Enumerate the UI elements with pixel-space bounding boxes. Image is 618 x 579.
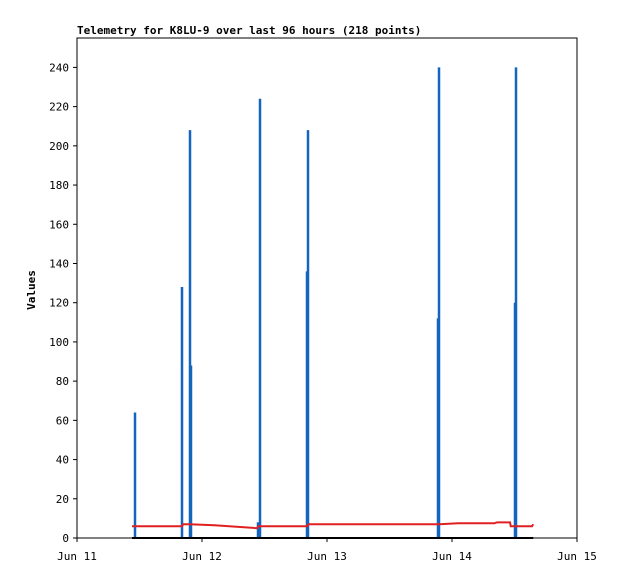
y-tick-label: 0 — [62, 532, 69, 545]
series-line — [132, 521, 535, 530]
y-tick-label: 200 — [49, 140, 69, 153]
x-tick-label: Jun 13 — [307, 550, 347, 563]
y-tick-label: 20 — [56, 493, 69, 506]
y-tick-label: 180 — [49, 179, 69, 192]
y-tick-label: 240 — [49, 61, 69, 74]
y-tick-label: 120 — [49, 297, 69, 310]
x-tick-label: Jun 11 — [57, 550, 97, 563]
y-axis-label: Values — [25, 270, 38, 310]
y-tick-label: 100 — [49, 336, 69, 349]
y-tick-label: 220 — [49, 101, 69, 114]
y-tick-label: 80 — [56, 375, 69, 388]
chart-title: Telemetry for K8LU-9 over last 96 hours … — [77, 24, 421, 37]
y-tick-label: 40 — [56, 454, 69, 467]
x-tick-label: Jun 15 — [557, 550, 597, 563]
x-tick-label: Jun 12 — [182, 550, 222, 563]
y-tick-label: 60 — [56, 414, 69, 427]
y-tick-label: 160 — [49, 218, 69, 231]
x-tick-label: Jun 14 — [432, 550, 472, 563]
y-tick-label: 140 — [49, 257, 69, 270]
